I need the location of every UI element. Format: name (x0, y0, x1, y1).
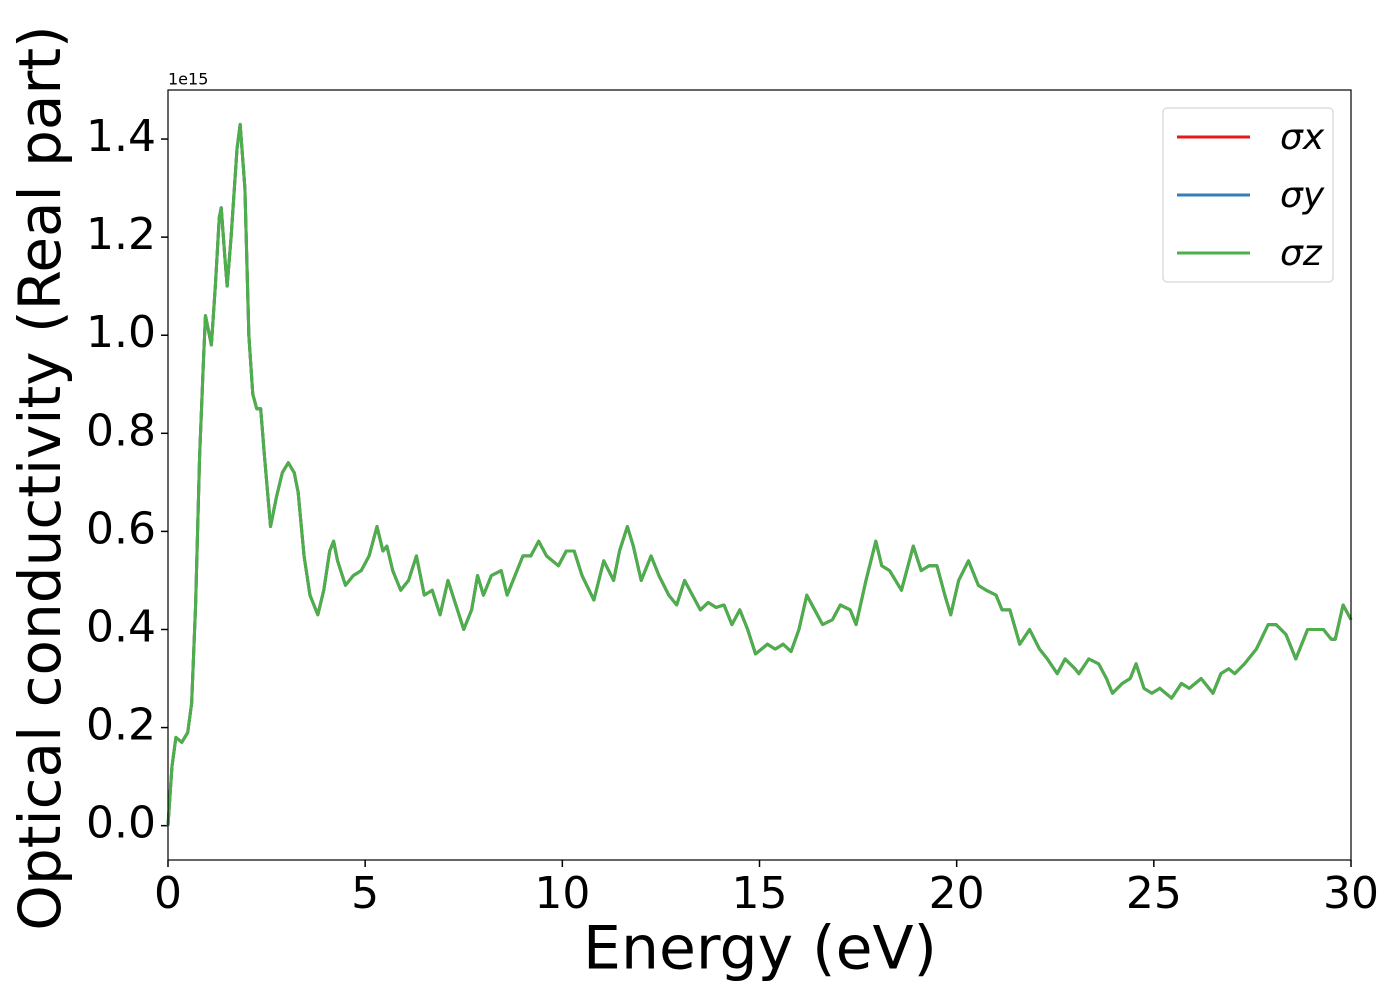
y-tick-label: 0.0 (86, 798, 156, 849)
legend-label: σz (1280, 233, 1323, 274)
x-tick-label: 30 (1323, 868, 1379, 919)
x-tick-label: 5 (351, 868, 379, 919)
x-tick-label: 20 (929, 868, 985, 919)
plot-frame (167, 89, 1352, 861)
y-tick-label: 1.0 (86, 307, 156, 358)
x-tick-label: 25 (1126, 868, 1182, 919)
y-tick-label: 1.4 (86, 111, 156, 162)
y-tick-label: 0.6 (86, 503, 156, 554)
x-axis-label: Energy (eV) (583, 914, 937, 984)
legend-label: σy (1280, 175, 1325, 216)
y-tick-label: 1.2 (86, 209, 156, 260)
legend-label: σx (1280, 117, 1325, 158)
y-axis-label: Optical conductivity (Real part) (6, 25, 74, 930)
y-tick-label: 0.4 (86, 601, 156, 652)
x-tick-label: 0 (154, 868, 182, 919)
y-tick-label: 0.8 (86, 405, 156, 456)
x-tick-label: 15 (732, 868, 788, 919)
x-tick-label: 10 (534, 868, 590, 919)
y-tick-label: 0.2 (86, 700, 156, 751)
series-line (166, 122, 1353, 826)
offset-label: 1e15 (168, 70, 208, 89)
